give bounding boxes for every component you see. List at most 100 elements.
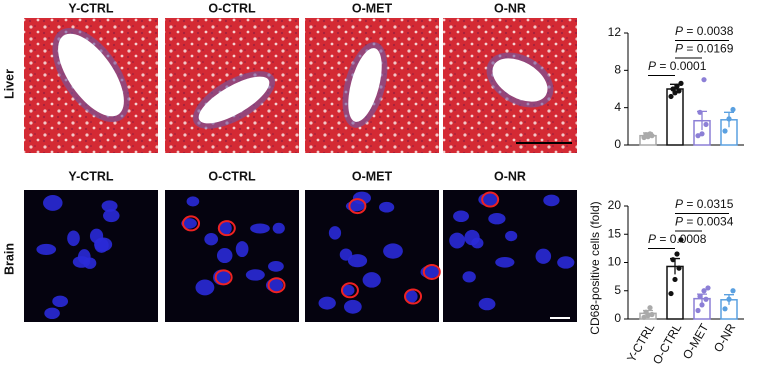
column-label: O-NR [494,1,526,15]
column-label: O-CTRL [208,169,256,183]
p-value: P = 0.0315 [675,197,734,211]
vessel [198,76,270,124]
data-point [722,306,728,312]
data-point [672,276,678,283]
brain-image [24,190,158,322]
nucleus [328,226,342,240]
y-tick-label: 10 [608,255,622,269]
nucleus [543,194,560,207]
nucleus [462,271,476,283]
data-point [705,285,711,291]
row-label: Brain [2,243,16,275]
nucleus [43,194,63,211]
nucleus [362,272,381,288]
cd68-signal [422,263,441,280]
data-point [668,93,674,100]
p-value: P = 0.0001 [648,59,707,73]
nucleus [272,222,285,234]
nucleus [94,237,113,252]
p-number: = 0.0034 [683,215,734,229]
nucleus [250,223,270,234]
data-point [674,251,680,257]
p-number: = 0.0038 [683,24,734,38]
data-point [722,128,728,134]
data-point [641,314,647,320]
nucleus [488,213,506,225]
y-tick-label: 12 [608,25,622,39]
data-point [647,131,653,137]
y-tick-label: 8 [614,63,621,77]
data-point [649,311,655,318]
data-point [695,133,701,139]
y-tick-label: 4 [614,100,621,114]
data-point [701,288,707,294]
y-tick-label: 5 [614,283,621,297]
nucleus [268,260,284,272]
nucleus [216,247,233,264]
y-tick-label: 20 [608,198,622,212]
cd68-signal [214,269,233,286]
nucleus [347,254,368,268]
cd68-signal [340,282,359,299]
data-point [678,237,684,243]
nucleus [471,237,484,249]
x-tick-label: O-NR [711,321,739,355]
nucleus [103,209,120,223]
nucleus [557,256,575,269]
nucleus [449,232,465,249]
cd68-signal [182,215,201,232]
column-label: Y-CTRL [68,1,114,15]
data-point [703,296,709,302]
vessel [492,58,548,102]
p-number: = 0.0169 [683,42,734,56]
data-point [676,88,682,94]
data-point [701,77,707,83]
p-symbol: P [648,59,656,73]
nucleus [44,307,60,320]
data-point [699,131,705,137]
p-symbol: P [675,215,683,229]
column-label: O-MET [352,1,393,15]
y-tick-label: 0 [614,137,621,151]
p-symbol: P [648,232,656,246]
data-point [643,309,649,315]
nucleus [72,256,91,268]
nucleus [343,299,362,314]
nucleus [535,248,552,264]
nucleus [495,256,515,268]
p-symbol: P [675,24,683,38]
column-label: O-MET [352,169,393,183]
nucleus [181,218,197,229]
nucleus [478,297,496,311]
y-tick-label: 15 [608,226,622,240]
cd68-signal [217,220,236,237]
nucleus [204,233,219,246]
data-point [695,307,701,314]
column-label: Y-CTRL [68,169,114,183]
y-axis-label: CD68-positive cells (fold) [588,201,602,334]
data-point [647,305,653,311]
nucleus [453,210,469,223]
nucleus [186,196,200,207]
vessel [348,48,382,122]
p-symbol: P [675,42,683,56]
nucleus [245,269,265,281]
nucleus [404,290,418,303]
p-number: = 0.0001 [656,59,707,73]
data-point [643,132,649,138]
nucleus [67,230,80,247]
nucleus [341,284,355,296]
cd68-signal [404,288,423,305]
p-value: P = 0.0169 [675,42,734,56]
nucleus [52,295,69,308]
data-point [676,265,682,271]
nucleus [505,230,518,242]
nucleus [379,201,395,213]
column-label: O-NR [494,169,526,183]
data-point [697,109,703,115]
data-point [726,116,732,122]
nucleus [101,200,118,212]
p-value: P = 0.0008 [648,232,707,246]
data-point [674,83,680,89]
data-point [670,257,676,263]
